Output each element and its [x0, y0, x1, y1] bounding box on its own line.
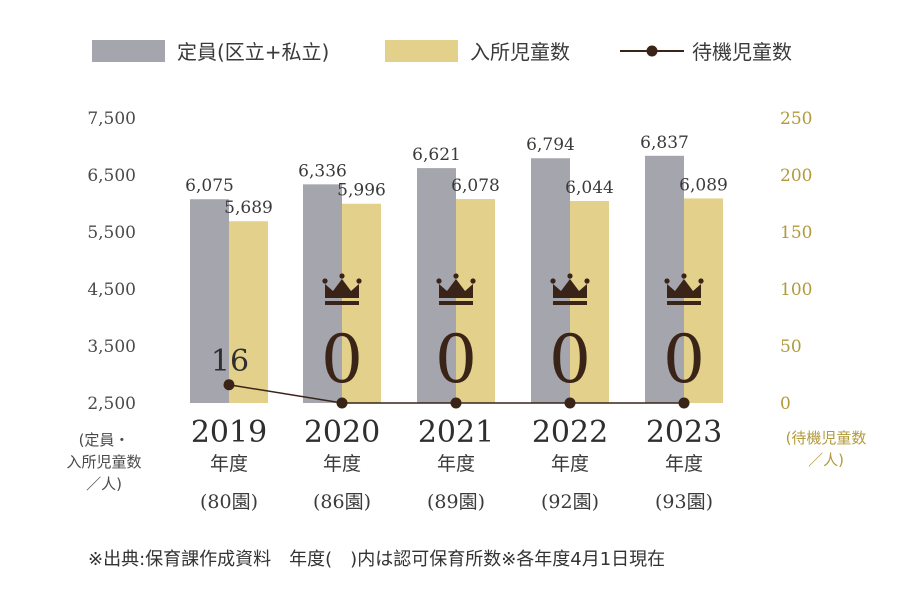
bar-capacity — [417, 168, 456, 403]
waiting-point — [678, 397, 690, 409]
x-label-facility-count: (80園) — [200, 491, 258, 513]
y-tick-right: 250 — [780, 109, 812, 129]
y-tick-right: 100 — [780, 280, 812, 300]
y-tick-right: 150 — [780, 223, 812, 243]
bar-capacity — [190, 199, 229, 403]
x-label-year-suffix: 年度 — [210, 453, 248, 475]
value-label-enrolled: 6,044 — [565, 178, 614, 198]
waiting-value-label: 0 — [435, 321, 477, 398]
legend-label-capacity: 定員(区立+私立) — [177, 40, 329, 64]
x-label-facility-count: (86園) — [313, 491, 371, 513]
y-tick-right: 50 — [780, 337, 802, 357]
value-label-capacity: 6,336 — [298, 161, 347, 181]
legend-swatch-enrolled — [385, 40, 458, 62]
legend-label-waiting: 待機児童数 — [692, 40, 792, 64]
crown-jewel — [453, 273, 459, 279]
x-axis-labels: 2019 年度 (80園) 2020 年度 (86園) 2021 年度 (89園) 2022 年度 (… — [191, 415, 722, 513]
x-label-year: 2023 — [646, 415, 722, 450]
crown-jewel — [567, 273, 573, 279]
footnote: ※出典:保育課作成資料 年度( )内は認可保育所数※各年度4月1日現在 — [88, 549, 666, 570]
crown-icon — [553, 279, 587, 305]
value-label-capacity: 6,075 — [185, 176, 234, 196]
y-tick-left: 7,500 — [87, 109, 136, 129]
legend-swatch-capacity — [92, 40, 165, 62]
x-label-year: 2022 — [532, 415, 608, 450]
y-tick-left: 3,500 — [87, 337, 136, 357]
y-tick-left: 5,500 — [87, 223, 136, 243]
right-axis-title-line: ／人) — [808, 451, 844, 469]
waiting-point — [450, 397, 462, 409]
x-label-facility-count: (93園) — [655, 491, 713, 513]
x-label-year-suffix: 年度 — [437, 453, 475, 475]
waiting-value-label: 0 — [663, 321, 705, 398]
x-label-year: 2019 — [191, 415, 267, 450]
legend-label-enrolled: 入所児童数 — [470, 40, 570, 64]
y-tick-right: 0 — [780, 394, 791, 414]
value-label-enrolled: 5,689 — [224, 198, 273, 218]
left-axis-title: (定員・入所児童数 ／人) — [66, 431, 141, 493]
value-label-enrolled: 6,089 — [679, 175, 728, 195]
waiting-value-label: 0 — [549, 321, 591, 398]
crown-jewel — [681, 273, 687, 279]
axis-ticks: 7,500 6,500 5,500 4,500 3,500 2,500 250 200 150 1… — [87, 109, 812, 414]
x-label-facility-count: (92園) — [541, 491, 599, 513]
x-label-facility-count: (89園) — [427, 491, 485, 513]
value-label-enrolled: 6,078 — [451, 176, 500, 196]
value-label-capacity: 6,794 — [526, 135, 575, 155]
bar-enrolled — [229, 221, 268, 403]
crown-jewel — [470, 278, 476, 284]
left-axis-title-line: (定員・ — [79, 431, 130, 449]
value-label-capacity: 6,837 — [640, 133, 689, 153]
right-axis-title: (待機児童数 ／人) — [786, 429, 867, 469]
legend-marker-waiting — [646, 45, 658, 57]
y-tick-left: 6,500 — [87, 166, 136, 186]
waiting-value-label: 0 — [321, 321, 363, 398]
crown-jewel — [584, 278, 590, 284]
crown-icon — [439, 279, 473, 305]
waiting-value-label: 16 — [211, 344, 249, 379]
crown-jewel — [322, 278, 328, 284]
crown-icon — [667, 279, 701, 305]
x-label-year: 2020 — [304, 415, 380, 450]
crown-jewel — [339, 273, 345, 279]
value-label-capacity: 6,621 — [412, 145, 461, 165]
legend: 定員(区立+私立) 入所児童数 待機児童数 — [92, 40, 792, 64]
crown-jewel — [436, 278, 442, 284]
waiting-point — [564, 397, 576, 409]
x-label-year-suffix: 年度 — [551, 453, 589, 475]
y-tick-right: 200 — [780, 166, 812, 186]
left-axis-title-line: 入所児童数 — [66, 453, 141, 471]
left-axis-title-line: ／人) — [86, 475, 122, 493]
waiting-series: 16 0 0 0 0 — [211, 273, 705, 409]
y-tick-left: 2,500 — [87, 394, 136, 414]
crown-icon — [325, 279, 359, 305]
waiting-point — [223, 379, 235, 391]
crown-jewel — [664, 278, 670, 284]
crown-jewel — [698, 278, 704, 284]
x-label-year-suffix: 年度 — [665, 453, 703, 475]
value-label-enrolled: 5,996 — [337, 181, 386, 201]
x-label-year: 2021 — [418, 415, 494, 450]
right-axis-title-line: (待機児童数 — [786, 429, 867, 447]
x-label-year-suffix: 年度 — [323, 453, 361, 475]
crown-jewel — [550, 278, 556, 284]
y-tick-left: 4,500 — [87, 280, 136, 300]
bar-capacity — [645, 155, 684, 403]
bar-enrolled — [684, 198, 723, 403]
waiting-point — [336, 397, 348, 409]
crown-jewel — [356, 278, 362, 284]
